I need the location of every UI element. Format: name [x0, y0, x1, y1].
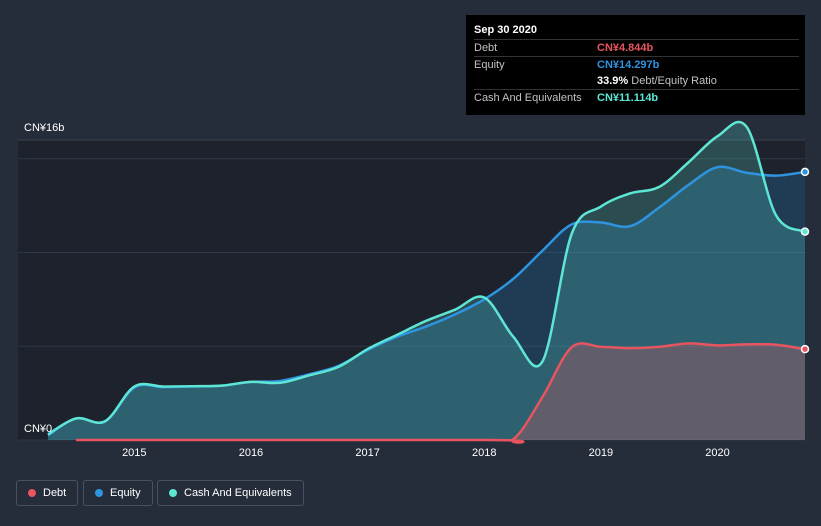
- cash-area: [48, 121, 805, 440]
- tooltip-debt-label: Debt: [474, 42, 498, 54]
- x-tick-label: 2017: [355, 447, 379, 459]
- debt-area: [75, 343, 805, 443]
- series-areas: [48, 121, 805, 443]
- tooltip-equity-value: CN¥14.297b: [597, 59, 660, 71]
- x-tick-label: 2019: [589, 447, 613, 459]
- tooltip-cash-value: CN¥11.114b: [597, 92, 659, 104]
- cash-end-marker: [800, 227, 810, 236]
- axis-labels: CN¥16b CN¥0 2015 2016 2017 2018 2019 2020: [24, 122, 730, 459]
- debt-line: [75, 342, 806, 444]
- tooltip-ratio-row: 33.9% Debt/Equity Ratio: [474, 73, 799, 90]
- x-tick-label: 2018: [472, 447, 496, 459]
- tooltip-equity-row: Equity CN¥14.297b: [474, 56, 799, 74]
- legend-debt-label: Debt: [43, 487, 67, 499]
- cash-dot-icon: [169, 489, 177, 497]
- debt-end-marker: [800, 344, 810, 354]
- equity-dot-icon: [95, 489, 103, 497]
- legend-cash-label: Cash And Equivalents: [184, 487, 292, 499]
- tooltip-debt-row: Debt CN¥4.844b: [474, 39, 799, 57]
- legend-item-cash[interactable]: Cash And Equivalents: [157, 480, 304, 506]
- tooltip-date: Sep 30 2020: [474, 24, 537, 36]
- y-tick-label-bottom: CN¥0: [24, 423, 52, 435]
- x-tick-label: 2020: [705, 447, 729, 459]
- tooltip-equity-label: Equity: [474, 59, 505, 71]
- equity-end-marker: [800, 167, 810, 177]
- plot-background: [18, 140, 805, 440]
- cash-line: [47, 120, 806, 436]
- legend-equity-label: Equity: [110, 487, 141, 499]
- equity-area: [48, 166, 805, 440]
- tooltip-ratio-value: 33.9%: [597, 75, 629, 87]
- legend-item-debt[interactable]: Debt: [16, 480, 79, 506]
- tooltip-cash-label: Cash And Equivalents: [474, 92, 582, 104]
- y-tick-label-top: CN¥16b: [24, 122, 64, 134]
- tooltip-ratio: 33.9% Debt/Equity Ratio: [597, 75, 717, 87]
- data-tooltip: Sep 30 2020 Debt CN¥4.844b Equity CN¥14.…: [466, 15, 805, 115]
- x-tick-label: 2016: [239, 447, 263, 459]
- legend-item-equity[interactable]: Equity: [83, 480, 153, 506]
- tooltip-debt-value: CN¥4.844b: [597, 42, 654, 54]
- debt-dot-icon: [28, 489, 36, 497]
- series-lines: [47, 120, 806, 444]
- tooltip-ratio-label: Debt/Equity Ratio: [631, 75, 717, 87]
- tooltip-cash-row: Cash And Equivalents CN¥11.114b: [474, 89, 799, 107]
- end-markers: [800, 167, 810, 354]
- x-tick-label: 2015: [122, 447, 146, 459]
